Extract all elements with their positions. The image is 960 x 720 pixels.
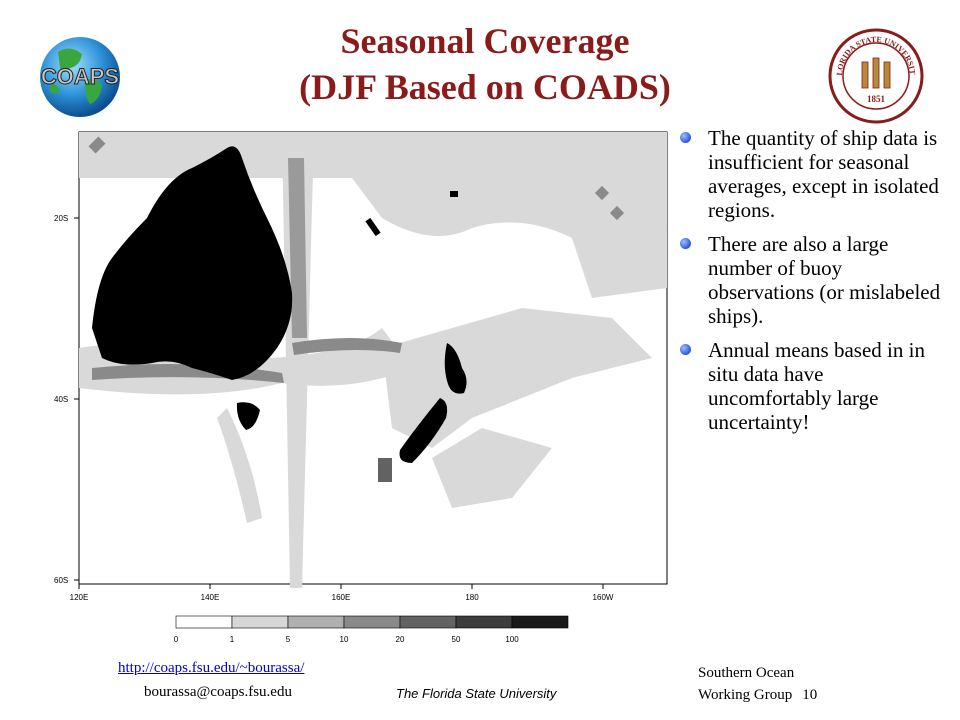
legend-label: 5 xyxy=(286,635,291,644)
group-line-1: Southern Ocean xyxy=(698,665,795,681)
coverage-map: 20S 40S 60S 120E 140E 160E 180 160W xyxy=(54,131,668,602)
coaps-logo: COAPS xyxy=(40,37,120,117)
footer-university: The Florida State University xyxy=(396,686,557,701)
x-tick-label: 160E xyxy=(332,593,351,602)
page-number: 10 xyxy=(802,687,818,703)
bullet-list: The quantity of ship data is insufficien… xyxy=(676,126,946,444)
footer-link[interactable]: http://coaps.fsu.edu/~bourassa/ xyxy=(118,660,305,676)
fiji xyxy=(450,191,458,197)
bullet-dot-icon xyxy=(680,344,691,355)
australia xyxy=(92,146,293,380)
seal-year: 1851 xyxy=(867,94,886,104)
y-tick-label: 40S xyxy=(54,395,68,404)
title-line-1: Seasonal Coverage xyxy=(340,21,630,61)
bullet-text: Annual means based in in situ data have … xyxy=(708,338,925,434)
footer-email: bourassa@coaps.fsu.edu xyxy=(144,684,292,700)
color-legend: 0 1 5 10 20 50 100 xyxy=(174,615,569,644)
footer-group: Southern Ocean Working Group 10 xyxy=(698,662,817,706)
legend-swatch xyxy=(287,615,345,629)
legend-swatch xyxy=(455,615,513,629)
y-tick-label: 60S xyxy=(54,576,68,585)
legend-label: 50 xyxy=(452,635,461,644)
legend-swatch xyxy=(399,615,457,629)
bullet-dot-icon xyxy=(680,238,691,249)
x-tick-label: 120E xyxy=(70,593,89,602)
fsu-seal: FLORIDA STATE UNIVERSITY 1851 xyxy=(828,28,924,124)
legend-label: 10 xyxy=(340,635,349,644)
bullet-item: There are also a large number of buoy ob… xyxy=(676,232,946,328)
y-axis: 20S 40S 60S xyxy=(54,214,79,585)
x-tick-label: 180 xyxy=(465,593,479,602)
bullet-item: Annual means based in in situ data have … xyxy=(676,338,946,434)
bullet-text: The quantity of ship data is insufficien… xyxy=(708,126,939,222)
new-caledonia xyxy=(365,217,381,237)
new-zealand-south xyxy=(399,398,448,463)
legend-swatch xyxy=(175,615,233,629)
legend-swatch xyxy=(511,615,569,629)
x-tick-label: 140E xyxy=(201,593,220,602)
group-line-2: Working Group xyxy=(698,687,793,703)
y-tick-label: 20S xyxy=(54,214,68,223)
legend-swatch xyxy=(231,615,289,629)
legend-swatch xyxy=(343,615,401,629)
legend-swatches xyxy=(175,615,569,629)
bullet-dot-icon xyxy=(680,132,691,143)
legend-label: 100 xyxy=(505,635,519,644)
coaps-logo-text: COAPS xyxy=(41,64,119,89)
legend-label: 20 xyxy=(396,635,405,644)
legend-label: 0 xyxy=(174,635,179,644)
tasmania xyxy=(236,402,260,430)
x-axis: 120E 140E 160E 180 160W xyxy=(70,584,614,602)
new-zealand-north xyxy=(444,343,467,394)
slide-title: Seasonal Coverage (DJF Based on COADS) xyxy=(200,18,770,110)
x-tick-label: 160W xyxy=(593,593,614,602)
title-line-2: (DJF Based on COADS) xyxy=(299,67,671,107)
bullet-item: The quantity of ship data is insufficien… xyxy=(676,126,946,222)
land-masses xyxy=(92,146,467,463)
legend-label: 1 xyxy=(230,635,235,644)
bullet-text: There are also a large number of buoy ob… xyxy=(708,232,941,328)
